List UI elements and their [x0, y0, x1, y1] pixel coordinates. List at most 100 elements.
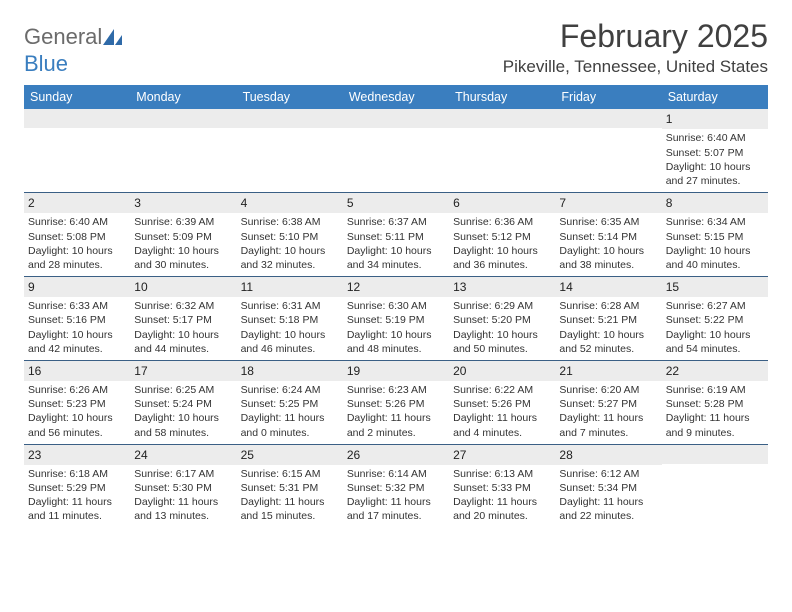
day-info-line: Sunset: 5:25 PM — [241, 397, 339, 411]
day-info-line: Sunset: 5:30 PM — [134, 481, 232, 495]
day-info-line: and 48 minutes. — [347, 342, 445, 356]
day-cell: 18Sunrise: 6:24 AMSunset: 5:25 PMDayligh… — [237, 361, 343, 444]
day-info-line: Sunrise: 6:25 AM — [134, 383, 232, 397]
day-cell: 21Sunrise: 6:20 AMSunset: 5:27 PMDayligh… — [555, 361, 661, 444]
day-info-line: Sunset: 5:07 PM — [666, 146, 764, 160]
day-info-line: Daylight: 10 hours — [666, 160, 764, 174]
day-info-line: Sunset: 5:16 PM — [28, 313, 126, 327]
day-cell — [662, 445, 768, 528]
page-header: General Blue February 2025 Pikeville, Te… — [24, 18, 768, 77]
day-info-line: and 32 minutes. — [241, 258, 339, 272]
day-cell: 3Sunrise: 6:39 AMSunset: 5:09 PMDaylight… — [130, 193, 236, 276]
day-info-line: Sunset: 5:21 PM — [559, 313, 657, 327]
day-info-line: Sunrise: 6:30 AM — [347, 299, 445, 313]
day-info-line: and 44 minutes. — [134, 342, 232, 356]
day-info-line: Sunset: 5:34 PM — [559, 481, 657, 495]
logo-word-general: General — [24, 24, 102, 49]
weekday-header: Friday — [555, 85, 661, 109]
day-info-line: Daylight: 10 hours — [559, 328, 657, 342]
day-cell: 25Sunrise: 6:15 AMSunset: 5:31 PMDayligh… — [237, 445, 343, 528]
day-cell: 23Sunrise: 6:18 AMSunset: 5:29 PMDayligh… — [24, 445, 130, 528]
day-cell: 8Sunrise: 6:34 AMSunset: 5:15 PMDaylight… — [662, 193, 768, 276]
day-info-line: Sunrise: 6:20 AM — [559, 383, 657, 397]
day-cell: 26Sunrise: 6:14 AMSunset: 5:32 PMDayligh… — [343, 445, 449, 528]
calendar-grid: Sunday Monday Tuesday Wednesday Thursday… — [24, 85, 768, 527]
week-row: 1 Sunrise: 6:40 AMSunset: 5:07 PMDaylight… — [24, 109, 768, 193]
day-info-line: Sunset: 5:15 PM — [666, 230, 764, 244]
day-cell: 7Sunrise: 6:35 AMSunset: 5:14 PMDaylight… — [555, 193, 661, 276]
day-info-line: and 27 minutes. — [666, 174, 764, 188]
day-info-line: and 52 minutes. — [559, 342, 657, 356]
day-info-line: Sunrise: 6:14 AM — [347, 467, 445, 481]
day-info-line: and 36 minutes. — [453, 258, 551, 272]
day-info-line: Sunrise: 6:29 AM — [453, 299, 551, 313]
day-info-line: Daylight: 10 hours — [453, 328, 551, 342]
day-cell: 16Sunrise: 6:26 AMSunset: 5:23 PMDayligh… — [24, 361, 130, 444]
day-number: 1 — [662, 109, 768, 129]
day-info-line: and 13 minutes. — [134, 509, 232, 523]
day-cell: 20Sunrise: 6:22 AMSunset: 5:26 PMDayligh… — [449, 361, 555, 444]
week-row: 9Sunrise: 6:33 AMSunset: 5:16 PMDaylight… — [24, 277, 768, 361]
day-info-line: Sunrise: 6:37 AM — [347, 215, 445, 229]
day-number: 14 — [555, 277, 661, 297]
day-info-line: Sunset: 5:32 PM — [347, 481, 445, 495]
day-number: 2 — [24, 193, 130, 213]
day-number — [555, 109, 661, 128]
day-info-line: and 56 minutes. — [28, 426, 126, 440]
day-info-line: Sunrise: 6:23 AM — [347, 383, 445, 397]
day-number: 8 — [662, 193, 768, 213]
day-cell: 1 Sunrise: 6:40 AMSunset: 5:07 PMDaylight… — [662, 109, 768, 192]
calendar-page: General Blue February 2025 Pikeville, Te… — [0, 0, 792, 538]
day-info-line: Sunset: 5:14 PM — [559, 230, 657, 244]
day-info-line: Sunset: 5:08 PM — [28, 230, 126, 244]
day-info-line: Sunrise: 6:28 AM — [559, 299, 657, 313]
day-info-line: and 58 minutes. — [134, 426, 232, 440]
day-number: 19 — [343, 361, 449, 381]
day-number: 3 — [130, 193, 236, 213]
day-info-line: Sunrise: 6:32 AM — [134, 299, 232, 313]
day-info-line: Daylight: 11 hours — [28, 495, 126, 509]
day-info-line: and 46 minutes. — [241, 342, 339, 356]
day-info-line: Daylight: 10 hours — [28, 411, 126, 425]
day-info-line: Sunrise: 6:40 AM — [28, 215, 126, 229]
day-info-line: Sunset: 5:29 PM — [28, 481, 126, 495]
day-number — [343, 109, 449, 128]
day-number: 25 — [237, 445, 343, 465]
day-info-line: Sunrise: 6:33 AM — [28, 299, 126, 313]
day-info-line: and 54 minutes. — [666, 342, 764, 356]
day-number — [662, 445, 768, 464]
day-number: 27 — [449, 445, 555, 465]
day-cell — [24, 109, 130, 192]
day-cell: 28Sunrise: 6:12 AMSunset: 5:34 PMDayligh… — [555, 445, 661, 528]
day-cell — [343, 109, 449, 192]
day-info-line: and 11 minutes. — [28, 509, 126, 523]
day-info-line: Sunrise: 6:24 AM — [241, 383, 339, 397]
day-info-line: Sunset: 5:11 PM — [347, 230, 445, 244]
location-subtitle: Pikeville, Tennessee, United States — [503, 57, 768, 77]
day-info-line: and 34 minutes. — [347, 258, 445, 272]
weekday-header: Thursday — [449, 85, 555, 109]
day-info-line: Sunset: 5:23 PM — [28, 397, 126, 411]
day-number: 13 — [449, 277, 555, 297]
day-number: 16 — [24, 361, 130, 381]
day-info-line: Daylight: 10 hours — [28, 328, 126, 342]
day-info-line: and 40 minutes. — [666, 258, 764, 272]
day-info-line: Sunrise: 6:17 AM — [134, 467, 232, 481]
day-info-line: Sunrise: 6:40 AM — [666, 131, 764, 145]
day-info-line: Sunset: 5:31 PM — [241, 481, 339, 495]
day-info-line: and 9 minutes. — [666, 426, 764, 440]
logo-sail-icon — [102, 28, 124, 51]
day-info-line: Daylight: 11 hours — [559, 411, 657, 425]
day-info-line: Sunrise: 6:19 AM — [666, 383, 764, 397]
day-info-line: Daylight: 10 hours — [347, 244, 445, 258]
logo-text: General Blue — [24, 24, 124, 77]
day-info-line: Sunrise: 6:18 AM — [28, 467, 126, 481]
day-number — [237, 109, 343, 128]
day-info-line: Daylight: 10 hours — [134, 411, 232, 425]
day-info-line: Daylight: 10 hours — [241, 328, 339, 342]
weekday-header: Monday — [130, 85, 236, 109]
day-cell: 11Sunrise: 6:31 AMSunset: 5:18 PMDayligh… — [237, 277, 343, 360]
day-info-line: Daylight: 11 hours — [347, 411, 445, 425]
day-number: 11 — [237, 277, 343, 297]
day-number: 17 — [130, 361, 236, 381]
